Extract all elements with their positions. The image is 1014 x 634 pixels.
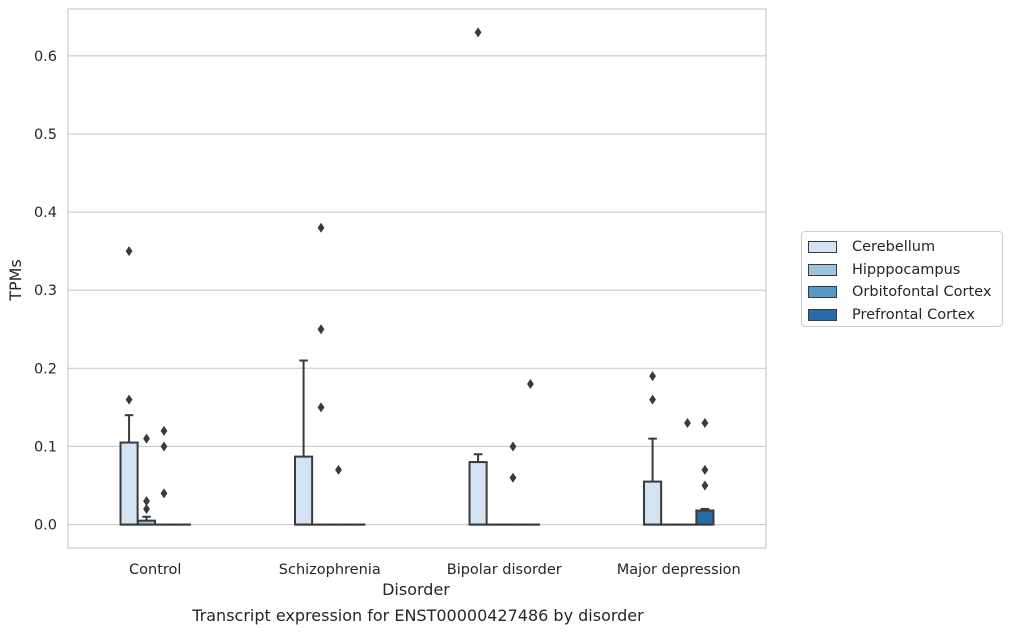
outlier-point (317, 402, 325, 413)
outlier-point (160, 488, 168, 499)
outlier-point (649, 394, 656, 405)
box-cerebellum (119, 246, 139, 526)
box-hipppocampus (311, 222, 331, 526)
outlier-point (335, 464, 342, 475)
y-tick-label: 0.1 (34, 439, 57, 455)
box-orbitofontal-cortex (328, 464, 349, 526)
legend-label: Prefrontal Cortex (852, 307, 975, 324)
box (695, 509, 715, 526)
plot-frame (67, 8, 767, 549)
outlier-point (143, 433, 150, 444)
legend-item-hipppocampus: Hipppocampus (808, 259, 1002, 282)
outlier-point (509, 441, 517, 452)
box-prefrontal-cortex (695, 418, 715, 526)
box-plot-area (119, 27, 715, 526)
outlier-point (143, 503, 150, 514)
y-tick-label: 0.5 (34, 127, 57, 143)
y-axis-label: TPMs (6, 259, 25, 302)
chart-title: Transcript expression for ENST0000042748… (192, 606, 644, 625)
legend-swatch (808, 309, 837, 322)
legend-swatch (808, 286, 837, 299)
outlier-point (125, 246, 133, 257)
outlier-point (317, 222, 325, 233)
x-tick-label: Schizophrenia (279, 562, 381, 578)
box-hipppocampus (136, 433, 157, 526)
legend-label: Hipppocampus (852, 261, 961, 278)
box-cerebellum (294, 359, 314, 526)
outlier-point (317, 324, 325, 335)
legend: Cerebellum Hipppocampus Orbitofontal Cor… (801, 231, 1003, 327)
legend-swatch (808, 241, 837, 254)
box (119, 441, 139, 526)
gridlines (68, 55, 766, 526)
box (643, 480, 663, 526)
box-cerebellum (468, 27, 488, 526)
y-tick-label: 0.6 (34, 49, 57, 65)
outlier-point (125, 394, 133, 405)
outlier-point (527, 378, 534, 389)
outlier-point (160, 441, 168, 452)
box-orbitofontal-cortex (503, 441, 523, 526)
box-orbitofontal-cortex (677, 418, 698, 526)
outlier-point (701, 464, 709, 475)
x-axis-label: Disorder (382, 580, 450, 599)
y-tick-label: 0.2 (34, 361, 57, 377)
outlier-point (509, 472, 517, 483)
box-cerebellum (643, 371, 663, 526)
outlier-point (474, 27, 482, 38)
x-axis-ticks: Control Schizophrenia Bipolar disorder Majo… (129, 562, 741, 578)
legend-item-prefrontal-cortex: Prefrontal Cortex (808, 304, 1002, 327)
x-tick-label: Major depression (617, 562, 741, 578)
y-tick-label: 0.0 (34, 518, 57, 534)
y-tick-label: 0.3 (34, 283, 57, 299)
legend-label: Cerebellum (852, 239, 936, 256)
outlier-point (701, 418, 709, 429)
x-tick-label: Bipolar disorder (447, 562, 562, 578)
outlier-point (684, 418, 691, 429)
outlier-point (143, 496, 150, 507)
outlier-point (160, 425, 168, 436)
outlier-point (701, 480, 709, 491)
box-prefrontal-cortex (520, 378, 540, 526)
y-axis-ticks: 0.0 0.1 0.2 0.3 0.4 0.5 0.6 (34, 49, 57, 534)
legend-swatch (808, 263, 837, 276)
box-orbitofontal-cortex (154, 425, 174, 526)
outlier-point (649, 371, 656, 382)
box (468, 461, 488, 526)
legend-item-orbitofontal-cortex: Orbitofontal Cortex (808, 281, 1002, 304)
legend-item-cerebellum: Cerebellum (808, 236, 1002, 259)
box (294, 455, 314, 526)
y-tick-label: 0.4 (34, 205, 57, 221)
x-tick-label: Control (129, 562, 181, 578)
legend-label: Orbitofontal Cortex (852, 284, 992, 301)
